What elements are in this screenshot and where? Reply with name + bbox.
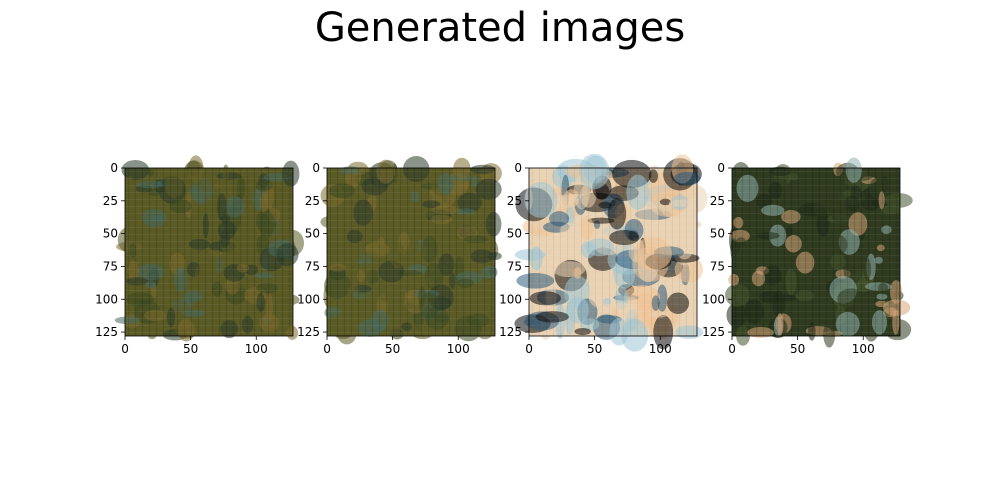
image-axes-4: 0 50 100 0 25 50 75 100 125 [702, 157, 913, 356]
y-tick-label: 0 [110, 161, 118, 175]
y-tick-label: 0 [312, 161, 320, 175]
generated-image-panel-1: 0 50 100 0 25 50 75 100 125 [95, 155, 304, 356]
y-tick-label: 125 [499, 325, 522, 339]
generated-image-panel-4: 0 50 100 0 25 50 75 100 125 [702, 157, 913, 356]
image-axes-2: 0 50 100 0 25 50 75 100 125 [297, 155, 502, 356]
y-tick-label: 100 [499, 292, 522, 306]
x-tick-label: 50 [587, 342, 602, 356]
axes-frame [528, 167, 698, 337]
y-tick-label: 100 [297, 292, 320, 306]
y-tick-label: 100 [702, 292, 725, 306]
generated-image-panel-3: 0 50 100 0 25 50 75 100 125 [499, 153, 708, 356]
figure-title: Generated images [314, 5, 686, 51]
x-tick-label: 0 [323, 342, 331, 356]
x-tick-label: 0 [525, 342, 533, 356]
y-tick-label: 25 [103, 194, 118, 208]
x-tick-label: 50 [385, 342, 400, 356]
y-tick-label: 50 [103, 227, 118, 241]
y-tick-label: 25 [507, 194, 522, 208]
image-axes-3: 0 50 100 0 25 50 75 100 125 [499, 153, 708, 356]
y-tick-label: 125 [702, 325, 725, 339]
image-texture [725, 157, 913, 348]
x-tick-label: 100 [245, 342, 268, 356]
axes-frame [731, 167, 901, 337]
y-tick-label: 25 [305, 194, 320, 208]
y-tick-label: 50 [305, 227, 320, 241]
y-tick-label: 125 [95, 325, 118, 339]
image-axes-1: 0 50 100 0 25 50 75 100 125 [95, 155, 304, 356]
generated-image-panel-2: 0 50 100 0 25 50 75 100 125 [297, 155, 502, 356]
y-tick-label: 25 [710, 194, 725, 208]
x-tick-label: 0 [121, 342, 129, 356]
y-tick-label: 100 [95, 292, 118, 306]
y-tick-label: 125 [297, 325, 320, 339]
y-tick-label: 75 [305, 259, 320, 273]
x-tick-label: 0 [728, 342, 736, 356]
y-tick-label: 75 [710, 259, 725, 273]
axes-frame [326, 167, 496, 337]
x-tick-label: 100 [447, 342, 470, 356]
image-texture [514, 153, 708, 352]
y-tick-label: 50 [507, 227, 522, 241]
y-tick-label: 50 [710, 227, 725, 241]
y-tick-label: 0 [514, 161, 522, 175]
x-tick-label: 100 [852, 342, 875, 356]
x-tick-label: 100 [649, 342, 672, 356]
x-tick-label: 50 [790, 342, 805, 356]
image-texture [320, 155, 502, 345]
y-tick-label: 75 [103, 259, 118, 273]
y-tick-label: 0 [717, 161, 725, 175]
axes-frame [124, 167, 294, 337]
y-tick-label: 75 [507, 259, 522, 273]
x-tick-label: 50 [183, 342, 198, 356]
